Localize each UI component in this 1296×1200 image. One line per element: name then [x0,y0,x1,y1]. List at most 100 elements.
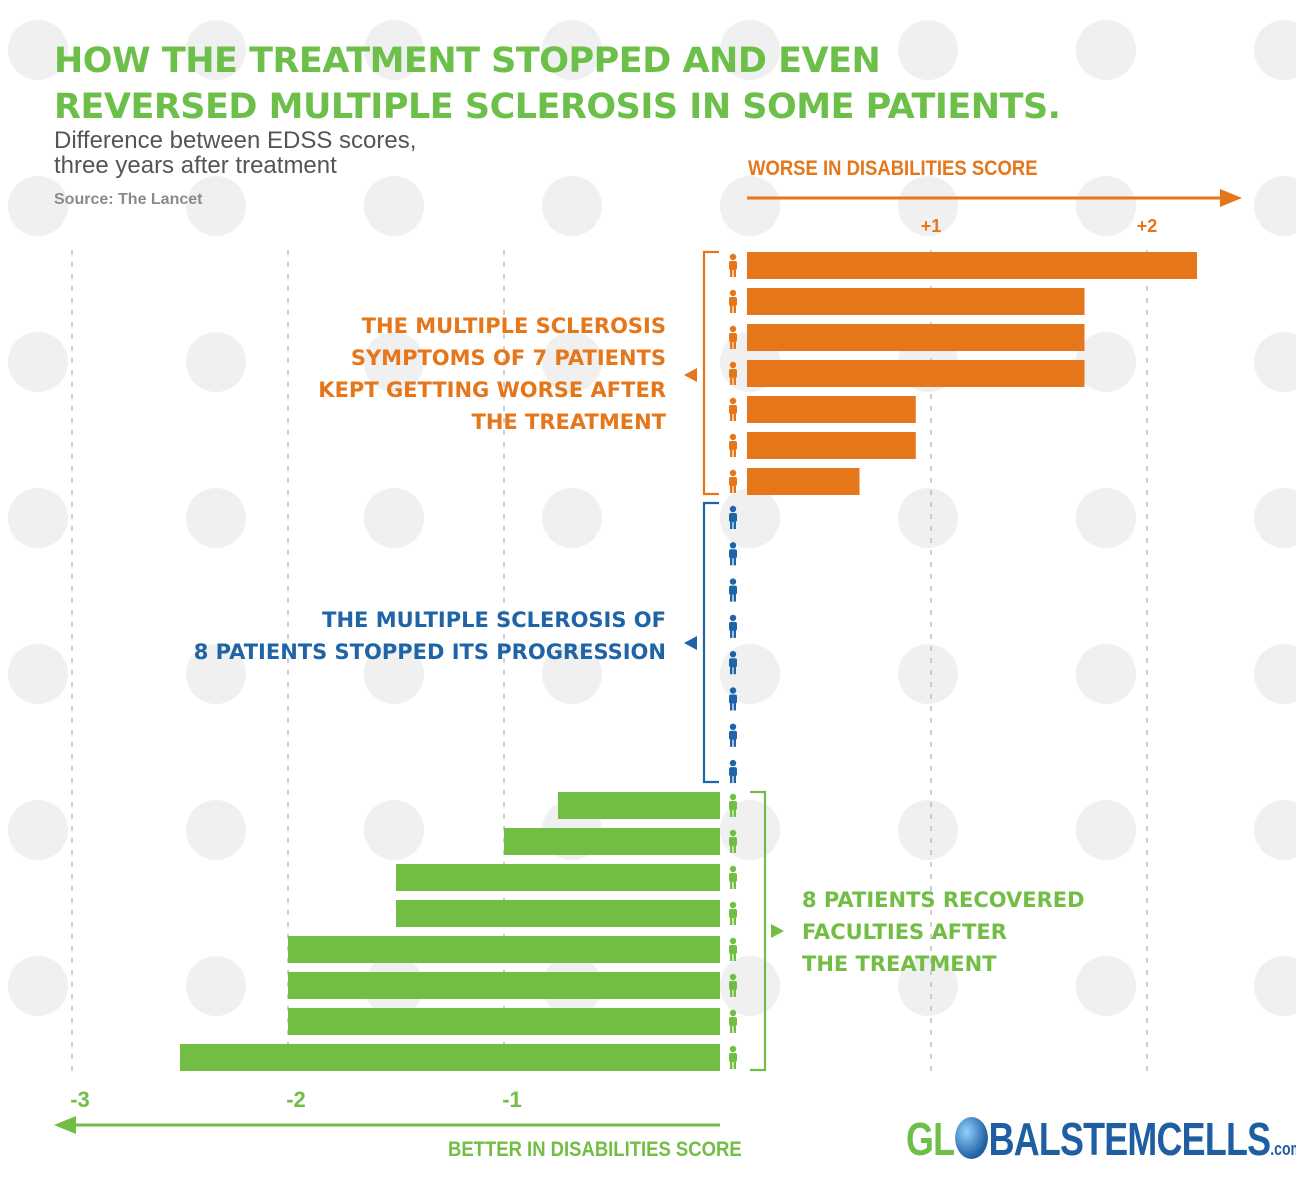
watermark-globe-icon [898,956,958,1016]
blue-label-line: 8 PATIENTS STOPPED ITS PROGRESSION [193,640,666,664]
watermark-globe-icon [720,800,780,860]
bar-green [288,1008,720,1035]
axis-tick-labels: +1 +2 -3 -2 -1 [70,216,1157,1112]
watermark-globe-icon [720,644,780,704]
bar-orange [747,468,860,495]
watermark-globe-icon [186,956,246,1016]
person-head [729,433,737,441]
orange-label-line: SYMPTOMS OF 7 PATIENTS [350,346,666,370]
person-leg [733,269,736,277]
globalstemcells-logo: GL BALSTEMCELLS.com [906,1112,1296,1166]
person-leg [733,377,736,385]
person-leg [730,485,733,493]
person-head [729,937,737,945]
person-icon [729,397,737,421]
person-leg [733,989,736,997]
person-icon [729,325,737,349]
person-body [729,909,737,918]
worse-axis-title: WORSE IN DISABILITIES SCORE [748,157,1038,180]
person-leg [730,377,733,385]
chart-title: HOW THE TREATMENT STOPPED AND EVEN REVER… [54,38,1254,130]
bar-orange [747,396,916,423]
watermark-globe-icon [364,644,424,704]
watermark-globe-icon [1254,956,1296,1016]
person-body [729,441,737,450]
watermark-globe-icon [364,800,424,860]
orange-label-line: KEPT GETTING WORSE AFTER [318,378,666,402]
person-body [729,261,737,270]
person-head [729,865,737,873]
person-leg [733,775,736,784]
watermark-globe-icon [898,176,958,236]
person-leg [733,666,736,675]
person-leg [730,845,733,853]
logo-text-gl: GL [906,1113,955,1165]
person-leg [733,485,736,493]
green-label-line: THE TREATMENT [802,952,997,976]
bar-green [288,972,720,999]
person-icon [729,759,737,784]
watermark-globe-icon [542,332,602,392]
watermark-globe-icon [186,800,246,860]
watermark-globe-icon [186,488,246,548]
watermark-globe-icon [898,800,958,860]
person-leg [733,305,736,313]
person-icon [729,614,737,638]
subtitle-line-2: three years after treatment [54,152,337,179]
person-head [729,289,737,297]
bar-green [396,900,720,927]
person-body [729,405,737,414]
person-leg [730,593,733,602]
person-body [729,873,737,882]
person-leg [733,629,736,638]
person-leg [733,953,736,961]
watermark-globe-icon [364,176,424,236]
watermark-globe-icon [1076,488,1136,548]
bar-orange [747,288,1085,315]
person-head [729,973,737,981]
watermark-globe-icon [898,488,958,548]
watermark-globe-icon [542,488,602,548]
watermark-globe-icon [8,176,68,236]
person-body [729,549,737,559]
person-head [729,505,737,513]
person-head [729,325,737,333]
green-pointer-icon [771,924,784,938]
better-axis-title: BETTER IN DISABILITIES SCORE [448,1138,742,1161]
orange-group-label: THE MULTIPLE SCLEROSIS SYMPTOMS OF 7 PAT… [318,310,666,438]
person-body [729,621,737,631]
person-body [729,477,737,486]
person-body [729,369,737,378]
watermark-globe-icon [8,644,68,704]
watermark-globe-icon [1076,20,1136,80]
worse-arrow-head-icon [1220,189,1242,207]
watermark-globe-icon [1254,332,1296,392]
person-body [729,945,737,954]
blue-pointer-icon [684,636,697,650]
person-leg [730,521,733,529]
patient-icons [729,253,737,1069]
green-group-label: 8 PATIENTS RECOVERED FACULTIES AFTER THE… [802,884,1085,980]
person-head [729,578,737,585]
tick-label: -2 [286,1087,306,1112]
tick-label: +2 [1137,216,1158,236]
person-leg [730,413,733,421]
person-head [729,397,737,405]
watermark-globe-icon [1076,800,1136,860]
person-head [729,253,737,261]
watermark-globe-icon [186,644,246,704]
person-leg [730,775,733,784]
bar-orange [747,432,916,459]
person-icon [729,542,737,566]
person-icon [729,901,737,925]
watermark-globe-icon [542,644,602,704]
blue-label-line: THE MULTIPLE SCLEROSIS OF [322,608,666,632]
blue-bracket [702,501,719,784]
person-leg [730,809,733,817]
watermark-globe-icon [8,800,68,860]
person-body [729,767,737,777]
person-leg [730,989,733,997]
watermark-globe-icon [1076,176,1136,236]
person-icon [729,433,737,457]
